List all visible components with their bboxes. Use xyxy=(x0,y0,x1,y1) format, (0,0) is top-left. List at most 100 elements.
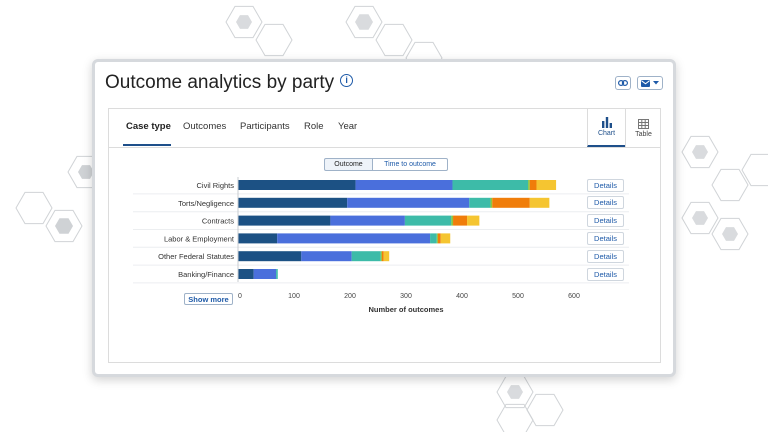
category-label-banking-finance: Banking/Finance xyxy=(178,270,234,279)
bar-contracts-settled xyxy=(330,215,405,226)
bar-labor-employment-docketed-elsewhere xyxy=(437,233,441,244)
tab-outcomes[interactable]: Outcomes xyxy=(183,121,227,132)
background-hexagon xyxy=(692,211,708,225)
bar-other-federal-statutes-settled xyxy=(301,251,352,262)
bar-banking-finance-uncontested-dismissal xyxy=(238,269,254,279)
background-hexagon xyxy=(681,135,719,169)
bar-torts-negligence-other xyxy=(529,197,550,208)
background-hexagon xyxy=(55,218,73,234)
x-tick-label: 300 xyxy=(400,293,412,300)
x-tick-label: 100 xyxy=(288,293,300,300)
bar-civil-rights-verdict xyxy=(528,180,530,190)
bar-civil-rights-settled xyxy=(355,180,453,190)
bar-torts-negligence-verdict xyxy=(490,197,493,208)
page-title: Outcome analytics by party i xyxy=(105,72,354,94)
page-title-text: Outcome analytics by party xyxy=(105,72,335,93)
tab-participants[interactable]: Participants xyxy=(240,121,290,132)
background-hexagon xyxy=(741,153,768,187)
bar-contracts-other xyxy=(467,215,480,226)
bar-labor-employment-uncontested-dismissal xyxy=(238,233,278,244)
details-button-torts-negligence[interactable]: Details xyxy=(587,196,624,210)
details-button-contracts[interactable]: Details xyxy=(587,214,624,228)
background-hexagon xyxy=(722,227,738,241)
bar-other-federal-statutes-other xyxy=(383,251,390,262)
bar-contracts-uncontested-dismissal xyxy=(238,215,331,226)
bar-contracts-docketed-elsewhere xyxy=(453,215,468,226)
x-axis-label: Number of outcomes xyxy=(368,305,443,314)
bar-chart-icon xyxy=(601,117,612,128)
x-tick-label: 400 xyxy=(456,293,468,300)
show-more-button[interactable]: Show more xyxy=(184,293,233,305)
tab-year[interactable]: Year xyxy=(338,121,358,132)
stacked-bar-chart: Civil Rights Torts/Negligence Contracts Lab… xyxy=(133,177,629,314)
mail-icon xyxy=(641,79,650,87)
link-icon xyxy=(618,80,628,86)
bar-torts-negligence-settled xyxy=(347,197,470,208)
tab-role[interactable]: Role xyxy=(304,121,324,132)
bar-labor-employment-verdict xyxy=(436,233,438,244)
background-hexagon xyxy=(355,14,373,30)
chart-view-label: Chart xyxy=(597,130,616,137)
category-label-civil-rights: Civil Rights xyxy=(196,181,234,190)
bar-labor-employment-other xyxy=(440,233,451,244)
chevron-down-icon xyxy=(653,81,659,85)
bar-civil-rights-docketed-elsewhere xyxy=(529,180,537,190)
background-hexagon xyxy=(496,403,534,432)
background-hexagon xyxy=(15,191,53,225)
category-label-labor-employment: Labor & Employment xyxy=(164,234,235,243)
details-button-other-federal-statutes[interactable]: Details xyxy=(587,249,624,263)
bar-other-federal-statutes-verdict xyxy=(380,251,382,262)
bar-torts-negligence-dispositive-motion xyxy=(469,197,491,208)
bar-other-federal-statutes-docketed-elsewhere xyxy=(381,251,384,262)
email-dropdown-button[interactable] xyxy=(637,76,663,90)
active-tab-indicator xyxy=(123,144,171,146)
info-icon[interactable]: i xyxy=(340,74,354,88)
bar-civil-rights-dispositive-motion xyxy=(452,180,529,190)
background-hexagon xyxy=(225,5,263,39)
bar-labor-employment-dispositive-motion xyxy=(430,233,437,244)
background-hexagon xyxy=(45,209,83,243)
category-label-torts-negligence: Torts/Negligence xyxy=(178,199,234,208)
bar-contracts-dispositive-motion xyxy=(404,215,452,226)
background-hexagon xyxy=(681,201,719,235)
x-tick-label: 200 xyxy=(344,293,356,300)
details-button-labor-employment[interactable]: Details xyxy=(587,231,624,245)
chart-view-button[interactable]: Chart xyxy=(587,109,625,147)
bar-civil-rights-uncontested-dismissal xyxy=(238,180,356,190)
bar-labor-employment-settled xyxy=(277,233,431,244)
bar-other-federal-statutes-uncontested-dismissal xyxy=(238,251,302,262)
background-hexagon xyxy=(345,5,383,39)
outcome-analytics-card: Outcome analytics by party i Case type Ou… xyxy=(92,59,676,377)
details-button-civil-rights[interactable]: Details xyxy=(587,178,624,192)
copy-link-button[interactable] xyxy=(615,76,631,90)
table-view-label: Table xyxy=(635,130,652,138)
background-hexagon xyxy=(711,217,749,251)
tab-case-type[interactable]: Case type xyxy=(126,121,171,132)
bar-torts-negligence-docketed-elsewhere xyxy=(492,197,530,208)
category-label-contracts: Contracts xyxy=(202,217,234,226)
x-tick-label: 500 xyxy=(512,293,524,300)
background-hexagon xyxy=(375,23,413,57)
details-button-banking-finance[interactable]: Details xyxy=(587,267,624,281)
background-hexagon xyxy=(78,165,94,179)
x-tick-label: 0 xyxy=(238,293,242,300)
background-hexagon xyxy=(711,168,749,202)
bar-contracts-verdict xyxy=(451,215,454,226)
analytics-panel: Case type Outcomes Participants Role Yea… xyxy=(108,108,661,363)
category-label-other-federal-statutes: Other Federal Statutes xyxy=(158,252,234,261)
background-hexagon xyxy=(692,145,708,159)
table-view-button[interactable]: Table xyxy=(625,109,661,147)
bar-banking-finance-dispositive-motion xyxy=(276,269,278,279)
bar-other-federal-statutes-dispositive-motion xyxy=(351,251,381,262)
background-hexagon xyxy=(507,385,523,399)
bar-torts-negligence-uncontested-dismissal xyxy=(238,197,348,208)
background-hexagon xyxy=(255,23,293,57)
time-to-outcome-toggle-button[interactable]: Time to outcome xyxy=(372,158,448,171)
tab-bar: Case type Outcomes Participants Role Yea… xyxy=(109,109,660,148)
x-tick-label: 600 xyxy=(568,293,580,300)
bar-civil-rights-other xyxy=(536,180,557,190)
background-hexagon xyxy=(236,15,252,29)
table-grid-icon xyxy=(638,118,649,129)
bar-banking-finance-settled xyxy=(253,269,277,279)
